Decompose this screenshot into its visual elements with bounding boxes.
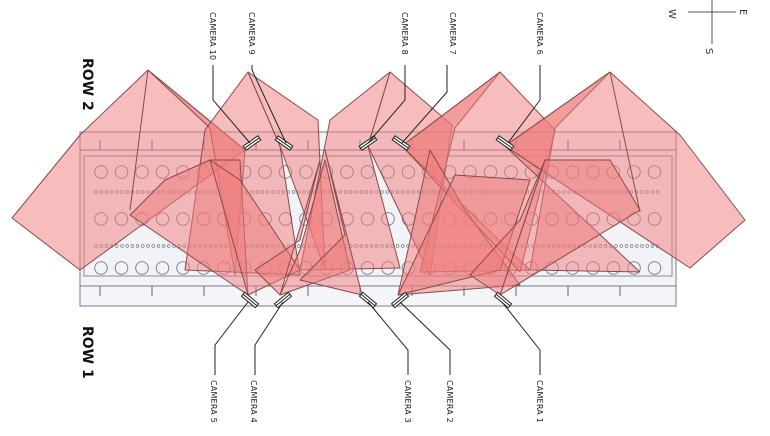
rack-dot [629,244,634,248]
rack-dot [120,244,124,248]
rack-dot [291,190,296,194]
camera-5-body[interactable] [240,291,260,309]
rack-dot [151,244,155,248]
rack-dot [635,244,639,248]
leader-camera-8 [367,65,406,144]
camera-7-body[interactable] [391,135,411,151]
rack-dot [135,244,140,248]
leader-camera-9 [251,65,287,144]
camera-1-label: CAMERA 1 [535,380,544,423]
rack-dot [115,244,119,248]
rack-hole [94,261,108,275]
rack-bottom-rail [79,285,677,307]
rack-hole [135,261,149,275]
camera-4-body[interactable] [273,291,293,309]
rack-dot [619,244,623,248]
rack-dot [650,244,655,248]
rack-dot [156,244,161,248]
rack-hole [647,261,662,275]
row-1-label: ROW 1 [79,326,95,379]
camera-6-label: CAMERA 6 [535,12,544,55]
rack-dot [125,244,129,248]
compass-south: S [703,48,714,54]
rack-dot [130,244,135,248]
camera-6-body[interactable] [495,135,515,151]
camera-4-label: CAMERA 4 [249,380,258,423]
rack-dot [141,244,145,248]
leader-camera-4 [254,301,284,375]
camera-frustums [11,69,746,296]
rack-dot [167,244,171,248]
camera-8-label: CAMERA 8 [400,12,409,55]
camera-10-body[interactable] [242,135,262,151]
camera-3-label: CAMERA 3 [403,380,412,423]
compass-east: E [737,9,748,15]
rack-dot [385,190,389,194]
camera-9-label: CAMERA 9 [247,12,256,55]
camera-leader-lines [212,65,541,375]
rack-dot [624,244,629,248]
rack-dot [297,244,301,248]
rack-dot [645,244,649,248]
rack-dot [614,244,618,248]
leader-camera-1 [501,301,541,375]
rack-dot [395,244,400,248]
camera-7-label: CAMERA 7 [448,12,457,55]
rack-dot [146,244,150,248]
leader-camera-2 [399,301,451,375]
compass-west: W [666,9,677,19]
camera-10-label: CAMERA 10 [208,12,217,60]
camera-5-label: CAMERA 5 [209,380,218,423]
camera-1-body[interactable] [493,291,513,309]
rack-dot [380,190,384,194]
leader-camera-5 [214,301,249,375]
frustum-camera-3 [299,149,363,296]
rack-hole [114,261,129,275]
row-2-label: ROW 2 [79,58,95,111]
camera-labels: CAMERA 10 CAMERA 9 CAMERA 8 CAMERA 7 CAM… [208,12,544,423]
leader-camera-3 [367,301,409,375]
rack-dot [161,244,166,248]
camera-3-body[interactable] [358,291,378,309]
camera-bodies [240,135,515,309]
leader-camera-10 [212,65,251,144]
leader-camera-7 [401,65,448,144]
camera-2-body[interactable] [390,291,410,309]
rack-dot [640,244,644,248]
leader-camera-6 [507,65,541,144]
camera-2-label: CAMERA 2 [445,380,454,423]
rack-hole [155,261,170,275]
rack-dot [401,244,405,248]
compass: W E S [666,0,748,54]
frustum-camera-1 [469,159,641,296]
